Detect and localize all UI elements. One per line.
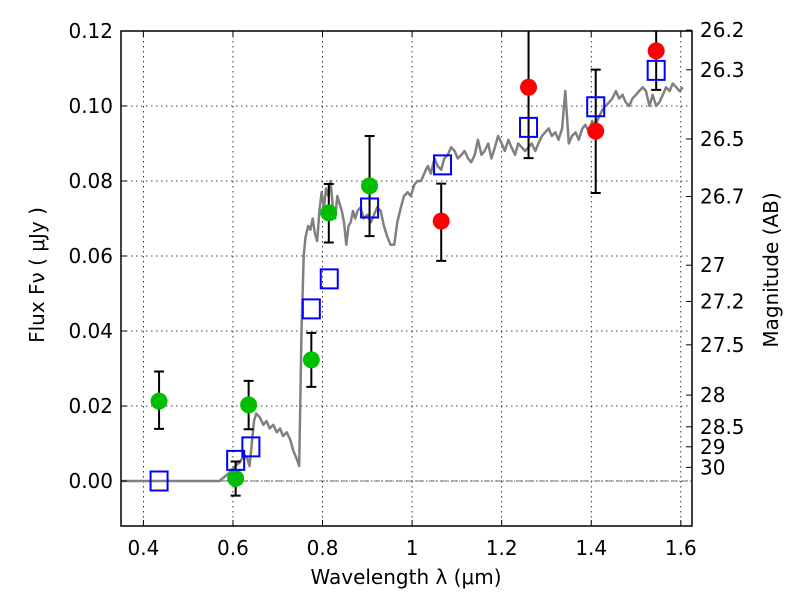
data-point <box>432 182 450 262</box>
right-tick-label: 30 <box>700 455 725 479</box>
marker-square <box>519 116 539 138</box>
data-point <box>150 370 168 430</box>
right-tick-label: 28 <box>700 383 725 407</box>
x-tick-label: 1.4 <box>575 536 607 560</box>
y-tick-label: 0.12 <box>68 19 113 43</box>
marker-circle <box>587 122 605 140</box>
x-tick-label: 1.2 <box>486 536 518 560</box>
x-tick-label: 1.6 <box>665 536 697 560</box>
right-tick-label: 26.5 <box>700 127 745 151</box>
data-point <box>587 68 605 194</box>
marker-square <box>586 96 606 118</box>
marker-circle <box>227 469 245 487</box>
plot-area <box>121 31 684 497</box>
marker-circle <box>432 212 450 230</box>
data-point <box>240 379 258 431</box>
marker-circle <box>150 392 168 410</box>
marker-circle <box>320 204 338 222</box>
right-tick-label: 26.7 <box>700 185 745 209</box>
y-tick-label: 0.04 <box>68 319 113 343</box>
x-tick-label: 0.8 <box>307 536 339 560</box>
marker-square <box>226 449 246 471</box>
marker-circle <box>520 78 538 96</box>
marker-circle <box>240 396 258 414</box>
right-tick-label: 26.3 <box>700 58 745 82</box>
right-tick-label: 27.2 <box>700 290 745 314</box>
x-axis-label: Wavelength λ (μm) <box>310 565 501 589</box>
marker-square <box>149 470 169 492</box>
data-point <box>361 135 379 238</box>
data-point <box>520 31 538 160</box>
y-axis-label: Flux Fν ( μJy ) <box>25 207 49 343</box>
marker-square <box>319 268 339 290</box>
y-tick-label: 0.08 <box>68 169 113 193</box>
right-tick-label: 29 <box>700 435 725 459</box>
y-tick-label: 0.10 <box>68 94 113 118</box>
right-tick-label: 28.5 <box>700 415 745 439</box>
marker-circle <box>302 351 320 369</box>
right-tick-label: 27 <box>700 253 725 277</box>
marker-square <box>360 197 380 219</box>
x-tick-label: 1 <box>406 536 419 560</box>
data-point <box>302 331 320 388</box>
marker-circle <box>647 42 665 60</box>
y-tick-label: 0.06 <box>68 244 113 268</box>
y-axis: 0.00 0.02 0.04 0.06 0.08 0.10 0.12 <box>68 19 127 493</box>
plot-frame <box>120 30 693 527</box>
data-point <box>227 460 245 497</box>
right-tick-label: 27.5 <box>700 333 745 357</box>
marker-square <box>301 298 321 320</box>
y-tick-label: 0.00 <box>68 469 113 493</box>
data-point <box>320 183 338 244</box>
right-axis-label: Magnitude (AB) <box>759 192 783 347</box>
right-tick-label: 26.2 <box>700 18 745 42</box>
x-axis: 0.4 0.6 0.8 1 1.2 1.4 1.6 <box>127 31 697 560</box>
data-point <box>647 31 665 91</box>
marker-square <box>241 436 261 458</box>
marker-square <box>646 59 666 81</box>
x-tick-label: 0.4 <box>127 536 159 560</box>
x-tick-label: 0.6 <box>217 536 249 560</box>
marker-circle <box>361 177 379 195</box>
y-tick-label: 0.02 <box>68 394 113 418</box>
marker-square <box>433 154 453 176</box>
